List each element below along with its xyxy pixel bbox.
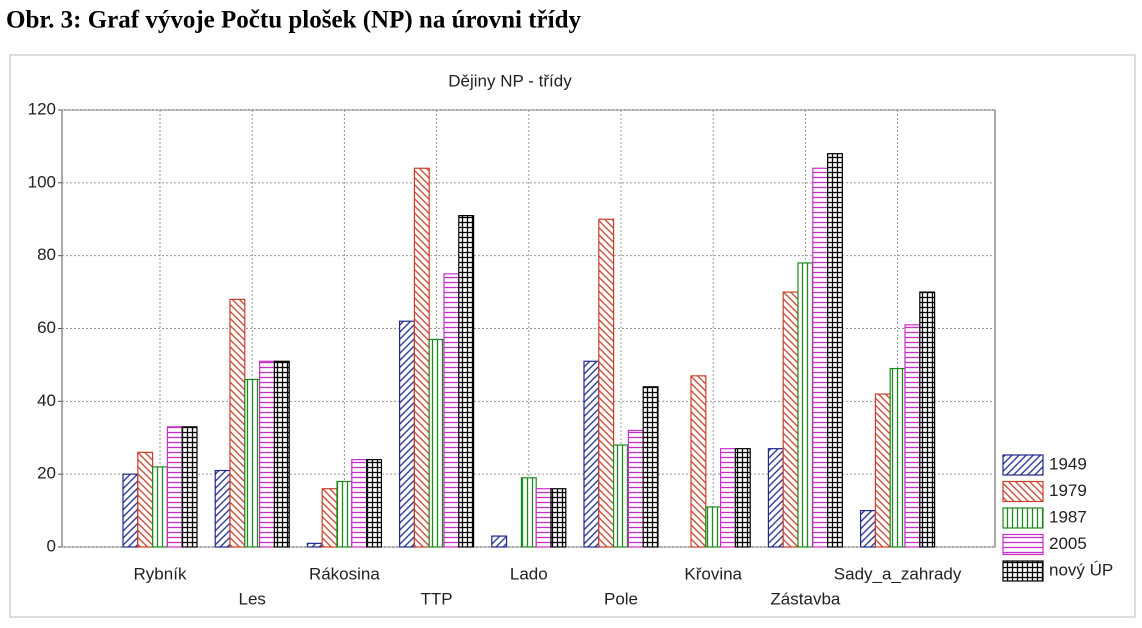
bar bbox=[705, 506, 722, 548]
x-tick-label: Křovina bbox=[684, 564, 742, 583]
x-tick-label: Rákosina bbox=[309, 564, 380, 583]
bar bbox=[351, 459, 368, 548]
y-tick-label: 120 bbox=[28, 99, 56, 118]
caption: Obr. 3: Graf vývoje Počtu plošek (NP) na… bbox=[6, 7, 581, 34]
bar bbox=[874, 393, 891, 548]
bar bbox=[273, 360, 290, 548]
bar bbox=[413, 167, 430, 548]
bar bbox=[259, 360, 276, 548]
bar bbox=[826, 153, 843, 548]
bar bbox=[859, 509, 876, 548]
y-tick-label: 80 bbox=[37, 245, 56, 264]
bar bbox=[612, 444, 629, 548]
y-tick-label: 60 bbox=[37, 318, 56, 337]
x-tick-label: Rybník bbox=[134, 564, 187, 583]
bar bbox=[690, 375, 707, 548]
x-tick-label: Zástavba bbox=[770, 589, 840, 608]
legend-label: 1987 bbox=[1049, 507, 1087, 526]
bar bbox=[642, 386, 659, 548]
x-tick-label: Lado bbox=[510, 564, 548, 583]
bar bbox=[889, 367, 906, 548]
bar bbox=[244, 378, 261, 548]
bar bbox=[166, 426, 183, 548]
bar bbox=[321, 488, 338, 548]
bar bbox=[152, 466, 169, 548]
bar bbox=[919, 291, 936, 548]
legend-swatch bbox=[1002, 560, 1044, 582]
bar bbox=[812, 167, 829, 548]
bar bbox=[535, 488, 552, 548]
bar bbox=[214, 469, 231, 548]
legend-label: 1949 bbox=[1049, 454, 1087, 473]
bar bbox=[627, 429, 644, 548]
x-tick-label: TTP bbox=[421, 589, 453, 608]
bar bbox=[122, 473, 139, 548]
y-tick-label: 40 bbox=[37, 391, 56, 410]
bar bbox=[306, 542, 323, 548]
y-tick-label: 0 bbox=[47, 536, 56, 555]
bar bbox=[550, 488, 567, 548]
legend-swatch bbox=[1002, 454, 1044, 476]
bar bbox=[719, 448, 736, 548]
bar bbox=[767, 448, 784, 548]
y-tick-label: 100 bbox=[28, 172, 56, 191]
bar bbox=[491, 535, 508, 548]
legend-swatch bbox=[1002, 480, 1044, 503]
bar bbox=[904, 324, 921, 548]
bar bbox=[181, 426, 198, 548]
x-tick-label: Sady_a_zahrady bbox=[834, 564, 962, 583]
legend-swatch bbox=[1002, 507, 1044, 529]
bar bbox=[399, 320, 416, 548]
bar bbox=[366, 459, 383, 548]
y-tick-label: 20 bbox=[37, 464, 56, 483]
bar bbox=[782, 291, 799, 548]
bar bbox=[520, 477, 537, 548]
legend-label: 2005 bbox=[1049, 534, 1087, 553]
chart-title: Dějiny NP - třídy bbox=[448, 71, 572, 90]
legend-label: nový ÚP bbox=[1049, 560, 1113, 579]
bar bbox=[336, 480, 353, 548]
bar bbox=[443, 273, 460, 548]
bar bbox=[458, 215, 475, 548]
bar bbox=[229, 298, 246, 548]
x-tick-label: Les bbox=[238, 589, 265, 608]
bar bbox=[428, 338, 445, 548]
legend-swatch bbox=[1002, 533, 1044, 556]
bar bbox=[137, 451, 154, 548]
legend-label: 1979 bbox=[1049, 481, 1087, 500]
bar bbox=[797, 262, 814, 548]
bar bbox=[734, 448, 751, 548]
bar bbox=[583, 360, 600, 548]
bar bbox=[598, 218, 615, 548]
x-tick-label: Pole bbox=[604, 589, 638, 608]
